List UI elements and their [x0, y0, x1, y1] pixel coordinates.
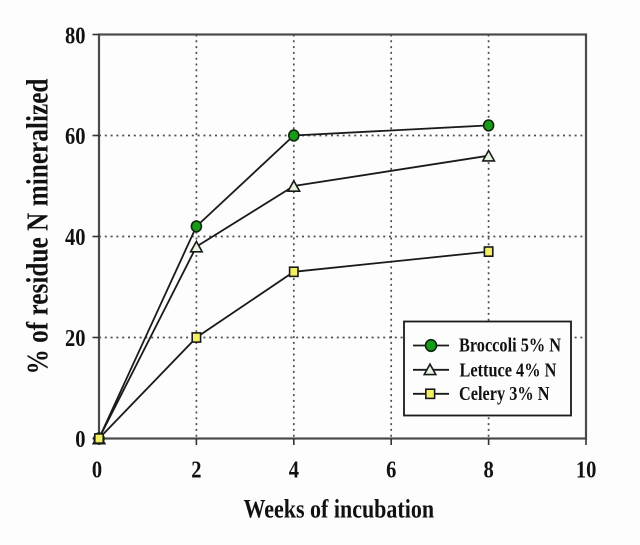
svg-text:0: 0 — [75, 425, 85, 452]
svg-text:40: 40 — [65, 223, 85, 250]
svg-text:Broccoli 5% N: Broccoli 5% N — [459, 334, 561, 356]
svg-text:Lettuce 4% N: Lettuce 4% N — [460, 359, 557, 381]
svg-text:Celery 3% N: Celery 3% N — [459, 382, 550, 404]
svg-text:10: 10 — [576, 456, 596, 483]
svg-text:6: 6 — [386, 456, 396, 483]
svg-text:2: 2 — [191, 456, 201, 483]
svg-text:80: 80 — [65, 22, 85, 49]
svg-text:% of residue N mineralized: % of residue N mineralized — [21, 78, 55, 374]
svg-text:60: 60 — [65, 122, 85, 149]
svg-text:4: 4 — [289, 456, 299, 483]
svg-text:20: 20 — [65, 324, 85, 351]
svg-text:Weeks of incubation: Weeks of incubation — [244, 495, 435, 524]
svg-text:0: 0 — [92, 456, 102, 483]
svg-text:8: 8 — [484, 456, 494, 483]
